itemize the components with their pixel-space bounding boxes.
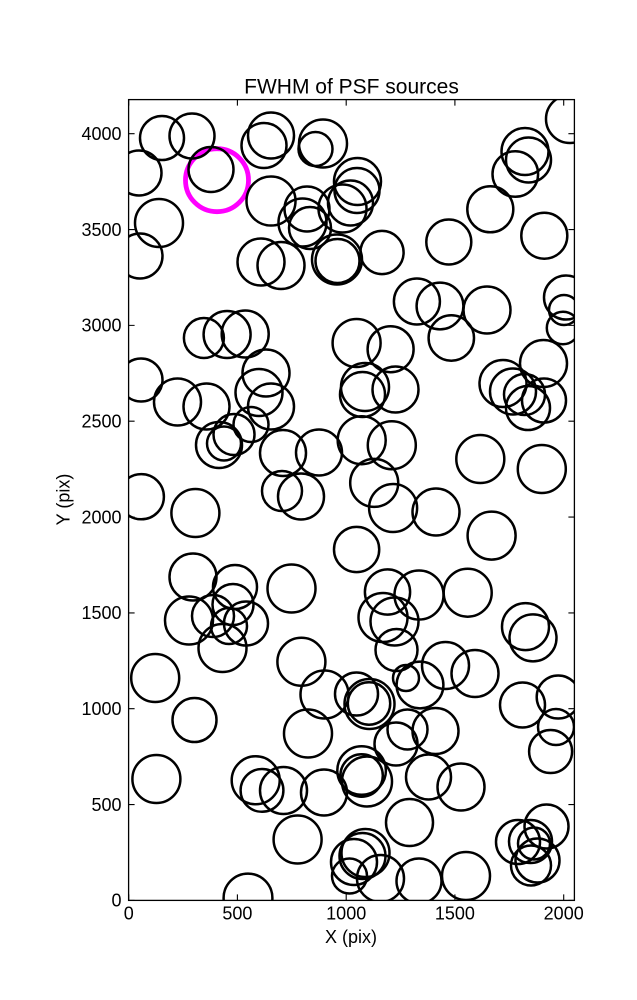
svg-text:1500: 1500 bbox=[81, 603, 121, 623]
svg-text:500: 500 bbox=[91, 795, 121, 815]
svg-text:0: 0 bbox=[124, 904, 134, 924]
svg-text:3000: 3000 bbox=[81, 316, 121, 336]
svg-text:2000: 2000 bbox=[81, 507, 121, 527]
svg-text:4000: 4000 bbox=[81, 124, 121, 144]
svg-text:500: 500 bbox=[222, 904, 252, 924]
svg-text:FWHM of PSF sources: FWHM of PSF sources bbox=[244, 76, 459, 99]
svg-text:1500: 1500 bbox=[435, 904, 475, 924]
svg-text:3500: 3500 bbox=[81, 220, 121, 240]
svg-text:1000: 1000 bbox=[81, 699, 121, 719]
svg-text:Y (pix): Y (pix) bbox=[54, 474, 74, 526]
svg-text:0: 0 bbox=[111, 891, 121, 911]
svg-text:2500: 2500 bbox=[81, 412, 121, 432]
svg-text:1000: 1000 bbox=[326, 904, 366, 924]
svg-text:X (pix): X (pix) bbox=[325, 927, 377, 947]
svg-text:2000: 2000 bbox=[544, 904, 584, 924]
